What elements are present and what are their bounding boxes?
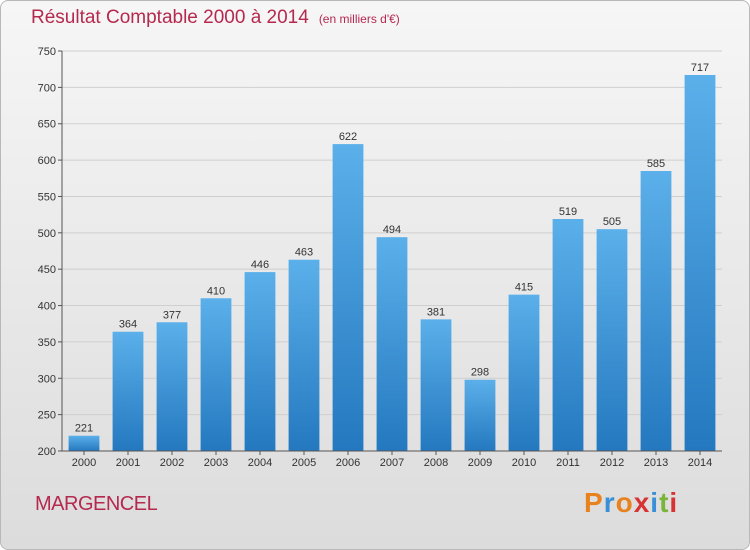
logo-letter: i xyxy=(650,487,660,518)
bar xyxy=(684,75,716,451)
bar-value-label: 415 xyxy=(515,282,533,294)
x-tick-label: 2000 xyxy=(72,457,96,469)
bar-layer xyxy=(68,75,716,451)
logo-letter: i xyxy=(669,487,679,518)
x-tick-label: 2006 xyxy=(336,457,360,469)
x-tick-label: 2010 xyxy=(512,457,536,469)
y-tick-label: 250 xyxy=(38,410,56,422)
bar-value-label: 381 xyxy=(427,306,445,318)
x-tick-label: 2014 xyxy=(688,457,712,469)
x-tick-label: 2011 xyxy=(556,457,580,469)
bar xyxy=(376,237,408,451)
x-tick-label: 2002 xyxy=(160,457,184,469)
bar-value-label: 221 xyxy=(75,423,93,435)
bar-value-label: 519 xyxy=(559,206,577,218)
logo-letter: o xyxy=(615,487,634,518)
bar-value-label: 463 xyxy=(295,247,313,259)
y-tick-label: 350 xyxy=(38,337,56,349)
x-tick-label: 2004 xyxy=(248,457,272,469)
y-tick-label: 650 xyxy=(38,119,56,131)
subtitle-text: (en milliers d'€) xyxy=(318,12,400,26)
bar-value-label: 494 xyxy=(383,224,401,236)
logo-letter: P xyxy=(584,487,604,518)
bar xyxy=(596,229,628,451)
bar-value-label: 717 xyxy=(691,62,709,74)
bar xyxy=(420,319,452,451)
bar-value-label: 410 xyxy=(207,285,225,297)
y-tick-label: 500 xyxy=(38,228,56,240)
proxiti-logo: Proxiti xyxy=(584,487,678,519)
bar-value-label: 377 xyxy=(163,309,181,321)
bar-value-label: 505 xyxy=(603,216,621,228)
axis-layer: 200 250 300 350 400 450 500 550 600 650 700 750 xyxy=(38,46,722,458)
logo-letter: r xyxy=(603,487,616,518)
logo-letter: x xyxy=(633,487,651,518)
logo-letter: t xyxy=(659,487,670,518)
bar-value-label: 585 xyxy=(647,158,665,170)
x-tick-label: 2012 xyxy=(600,457,624,469)
chart-title: Résultat Comptable 2000 à 2014 (en millie… xyxy=(31,7,400,29)
bar xyxy=(552,219,584,451)
x-tick-label: 2009 xyxy=(468,457,492,469)
bar xyxy=(244,272,276,451)
x-tick-label: 2007 xyxy=(380,457,404,469)
x-tick-label: 2008 xyxy=(424,457,448,469)
y-tick-label: 750 xyxy=(38,46,56,58)
bar-value-label: 622 xyxy=(339,131,357,143)
x-tick-label: 2001 xyxy=(116,457,140,469)
title-text: Résultat Comptable 2000 à 2014 xyxy=(31,7,309,28)
x-tick-label: 2005 xyxy=(292,457,316,469)
bar xyxy=(288,259,320,451)
y-tick-label: 400 xyxy=(38,301,56,313)
bar-value-label: 446 xyxy=(251,259,269,271)
bar xyxy=(332,144,364,451)
bar xyxy=(464,379,496,451)
bar-value-label: 364 xyxy=(119,319,137,331)
x-tick-label: 2013 xyxy=(644,457,668,469)
bar-value-label: 298 xyxy=(471,367,489,379)
y-tick-label: 550 xyxy=(38,191,56,203)
x-tick-label: 2003 xyxy=(204,457,228,469)
label-layer: 221 2000 364 2001 377 2002 410 2003 446 2004 463 20… xyxy=(72,62,712,469)
y-tick-label: 200 xyxy=(38,446,56,458)
y-tick-label: 700 xyxy=(38,82,56,94)
y-tick-label: 600 xyxy=(38,155,56,167)
bar xyxy=(68,435,100,451)
bar xyxy=(640,171,672,451)
y-tick-label: 450 xyxy=(38,264,56,276)
bar xyxy=(200,298,232,451)
bar xyxy=(508,294,540,451)
y-tick-label: 300 xyxy=(38,373,56,385)
place-name: MARGENCEL xyxy=(35,493,158,515)
bar xyxy=(112,331,144,451)
bar xyxy=(156,322,188,451)
